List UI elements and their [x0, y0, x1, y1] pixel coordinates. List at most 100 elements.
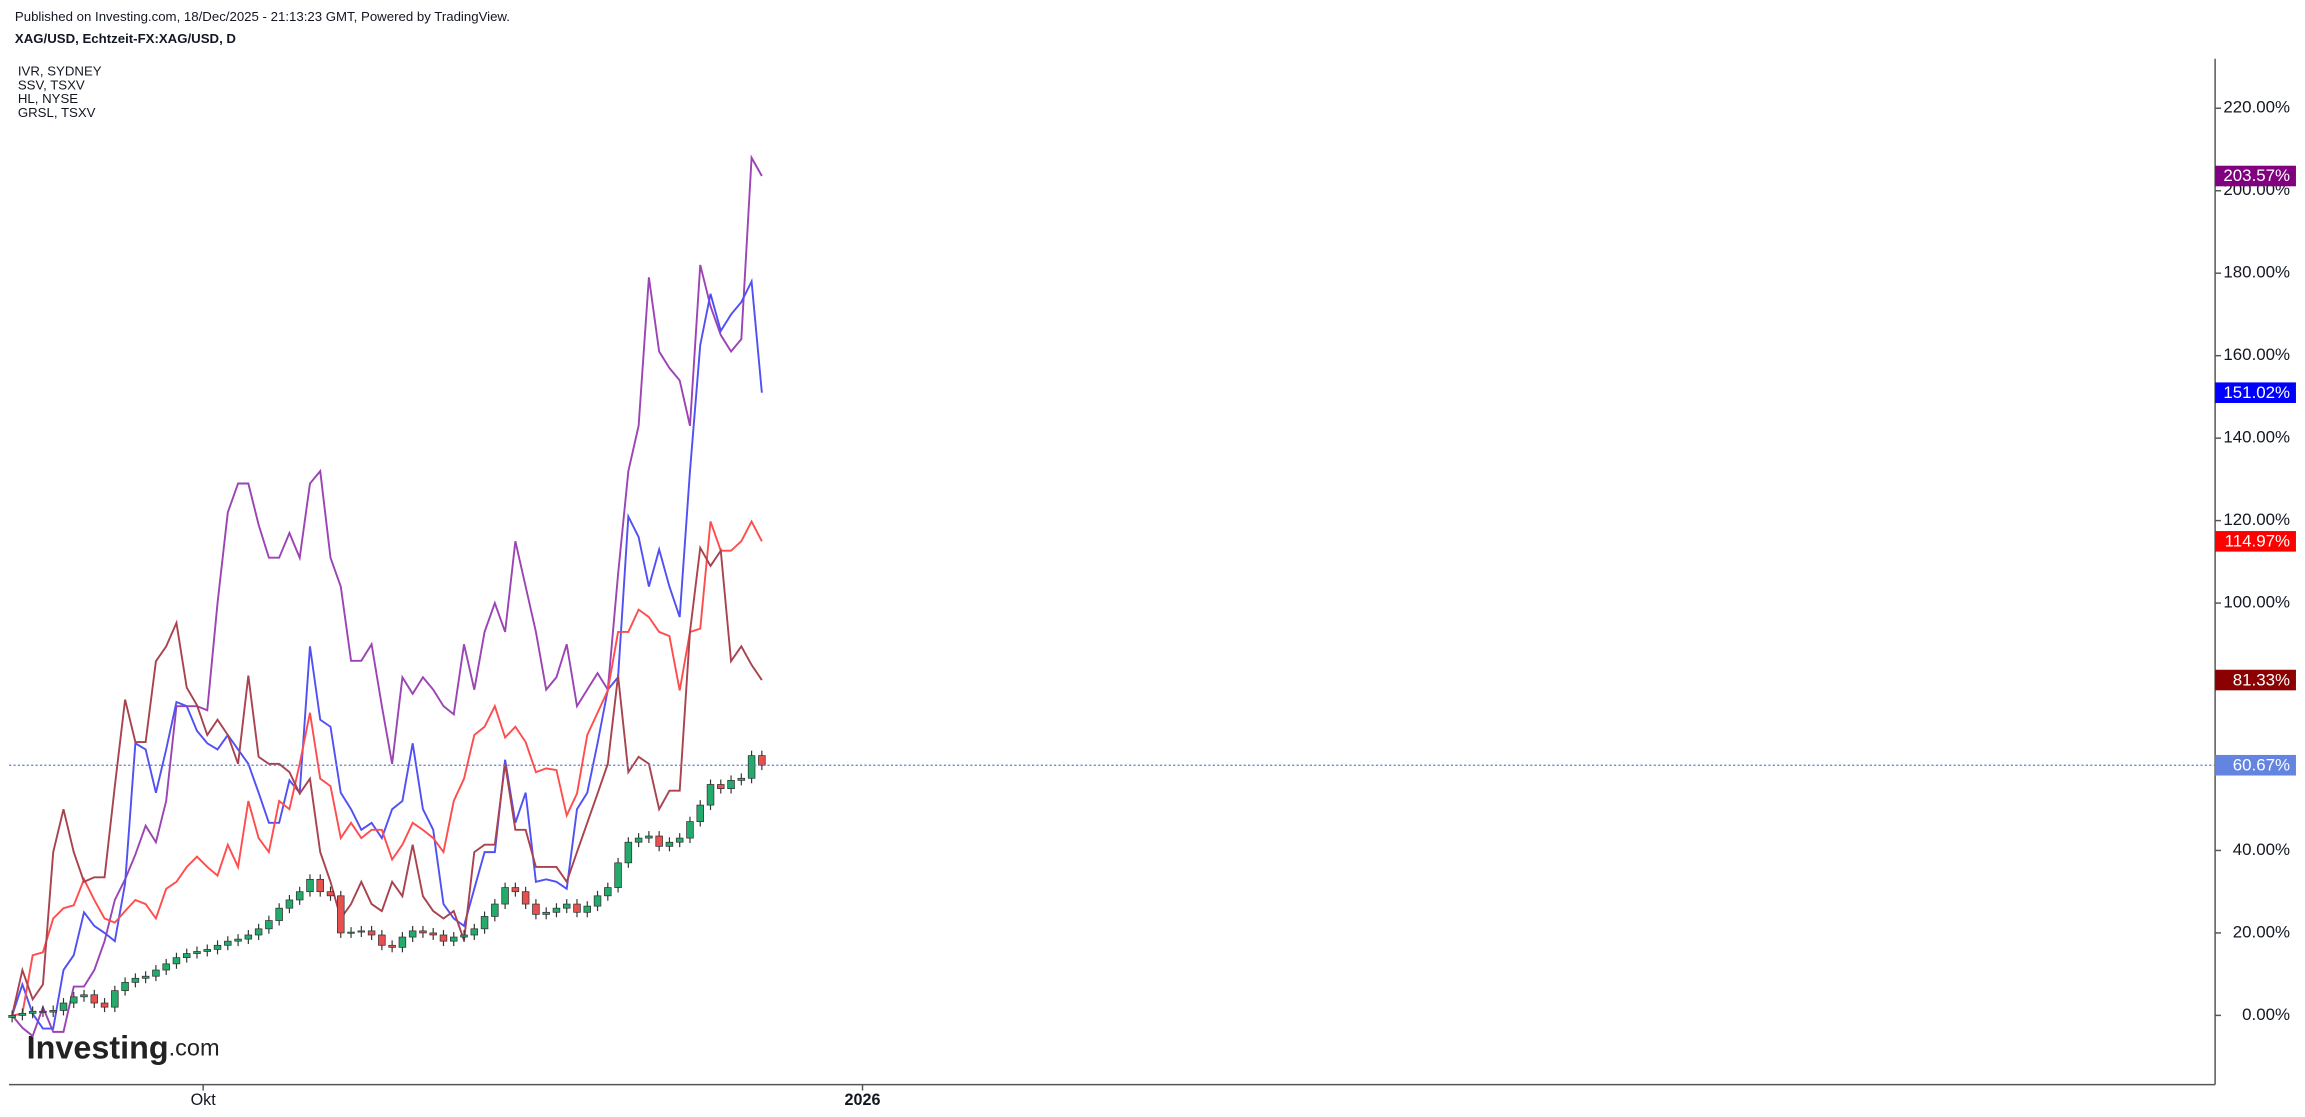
candle [131, 973, 140, 988]
candle-body [573, 903, 581, 913]
candle-body [224, 940, 232, 946]
candle-body [706, 784, 715, 806]
candle [90, 989, 99, 1008]
candle [141, 971, 150, 984]
candle-body [100, 1002, 109, 1008]
candle [70, 991, 78, 1008]
candle [532, 899, 540, 920]
candle [39, 1006, 47, 1018]
candle-body [141, 975, 150, 979]
candle-body [347, 931, 355, 934]
candle-body [552, 907, 561, 913]
candle [378, 930, 386, 951]
y-tick-label: 0.00% [2242, 1005, 2290, 1024]
last-value-box [2215, 531, 2296, 552]
candle [645, 831, 653, 844]
candle-body [521, 891, 530, 905]
candle-body [511, 887, 520, 893]
candle-body [758, 755, 766, 766]
candle-body [326, 891, 335, 897]
candle-body [193, 951, 201, 954]
series-line [11, 154, 763, 1038]
header: Published on Investing.com, 18/Dec/2025 … [15, 9, 510, 24]
y-tick-label: 160.00% [2223, 345, 2290, 364]
candle [624, 837, 633, 868]
watermark-suffix: .com [169, 1035, 220, 1061]
candle-body [562, 903, 571, 909]
candle [306, 874, 314, 897]
candle-body [408, 930, 417, 938]
candle-body [234, 938, 242, 942]
candle [460, 930, 468, 942]
candle [49, 1005, 57, 1018]
candle-body [655, 835, 663, 847]
candle-body [8, 1015, 16, 1018]
last-value-label: 60.67% [2233, 755, 2290, 774]
candle [337, 890, 345, 938]
y-tick-label: 220.00% [2223, 98, 2290, 117]
candle [470, 923, 479, 940]
candle [686, 816, 694, 844]
candle [665, 837, 674, 852]
candle [18, 1008, 27, 1021]
candle [419, 925, 427, 938]
candle-body [665, 841, 674, 847]
candle [408, 925, 417, 942]
candle-body [357, 930, 366, 933]
candle [717, 779, 725, 794]
watermark: Investing.com [27, 1029, 220, 1065]
candle [604, 882, 612, 901]
candle-body [316, 878, 324, 893]
candle-body [737, 777, 746, 781]
candle-body [295, 891, 304, 901]
candle [357, 925, 366, 938]
candle [275, 903, 283, 926]
candle [429, 927, 437, 940]
series-line [11, 519, 763, 1017]
candle-body [285, 899, 294, 909]
candle [295, 886, 304, 905]
candle [501, 882, 509, 910]
candle [675, 833, 684, 848]
candle-body [265, 920, 273, 930]
candle [727, 775, 735, 794]
candle-body [275, 907, 283, 921]
candle [511, 882, 520, 897]
candle-body [696, 804, 704, 822]
y-tick-label: 180.00% [2223, 263, 2290, 282]
candle [491, 899, 499, 922]
candle [265, 915, 273, 934]
candle-body [398, 936, 407, 948]
candle [162, 958, 170, 975]
candle-body [604, 887, 612, 897]
candle-body [624, 841, 633, 864]
candle [347, 927, 355, 938]
candle-body [367, 930, 376, 936]
candle [737, 773, 746, 786]
candle-body [378, 934, 386, 946]
last-value-box [2215, 382, 2296, 403]
candle-body [727, 779, 735, 789]
candle [398, 932, 407, 953]
candle [111, 985, 119, 1013]
candle [450, 932, 458, 947]
series-line [11, 544, 763, 1016]
candle-body [388, 944, 396, 948]
candle [552, 903, 561, 918]
last-value-label: 81.33% [2233, 670, 2290, 689]
candle [562, 899, 571, 914]
candle-body [583, 905, 592, 913]
candle-body [593, 895, 602, 907]
candle [121, 977, 129, 996]
candle-body [634, 837, 643, 843]
candle [182, 948, 191, 963]
candle [521, 886, 530, 910]
y-tick-label: 40.00% [2233, 840, 2290, 859]
candle-body [337, 895, 345, 934]
last-value-box [2215, 165, 2296, 187]
candle [696, 800, 704, 827]
candle-body [90, 994, 99, 1004]
candle-body [131, 977, 140, 983]
candle-body [203, 949, 212, 952]
